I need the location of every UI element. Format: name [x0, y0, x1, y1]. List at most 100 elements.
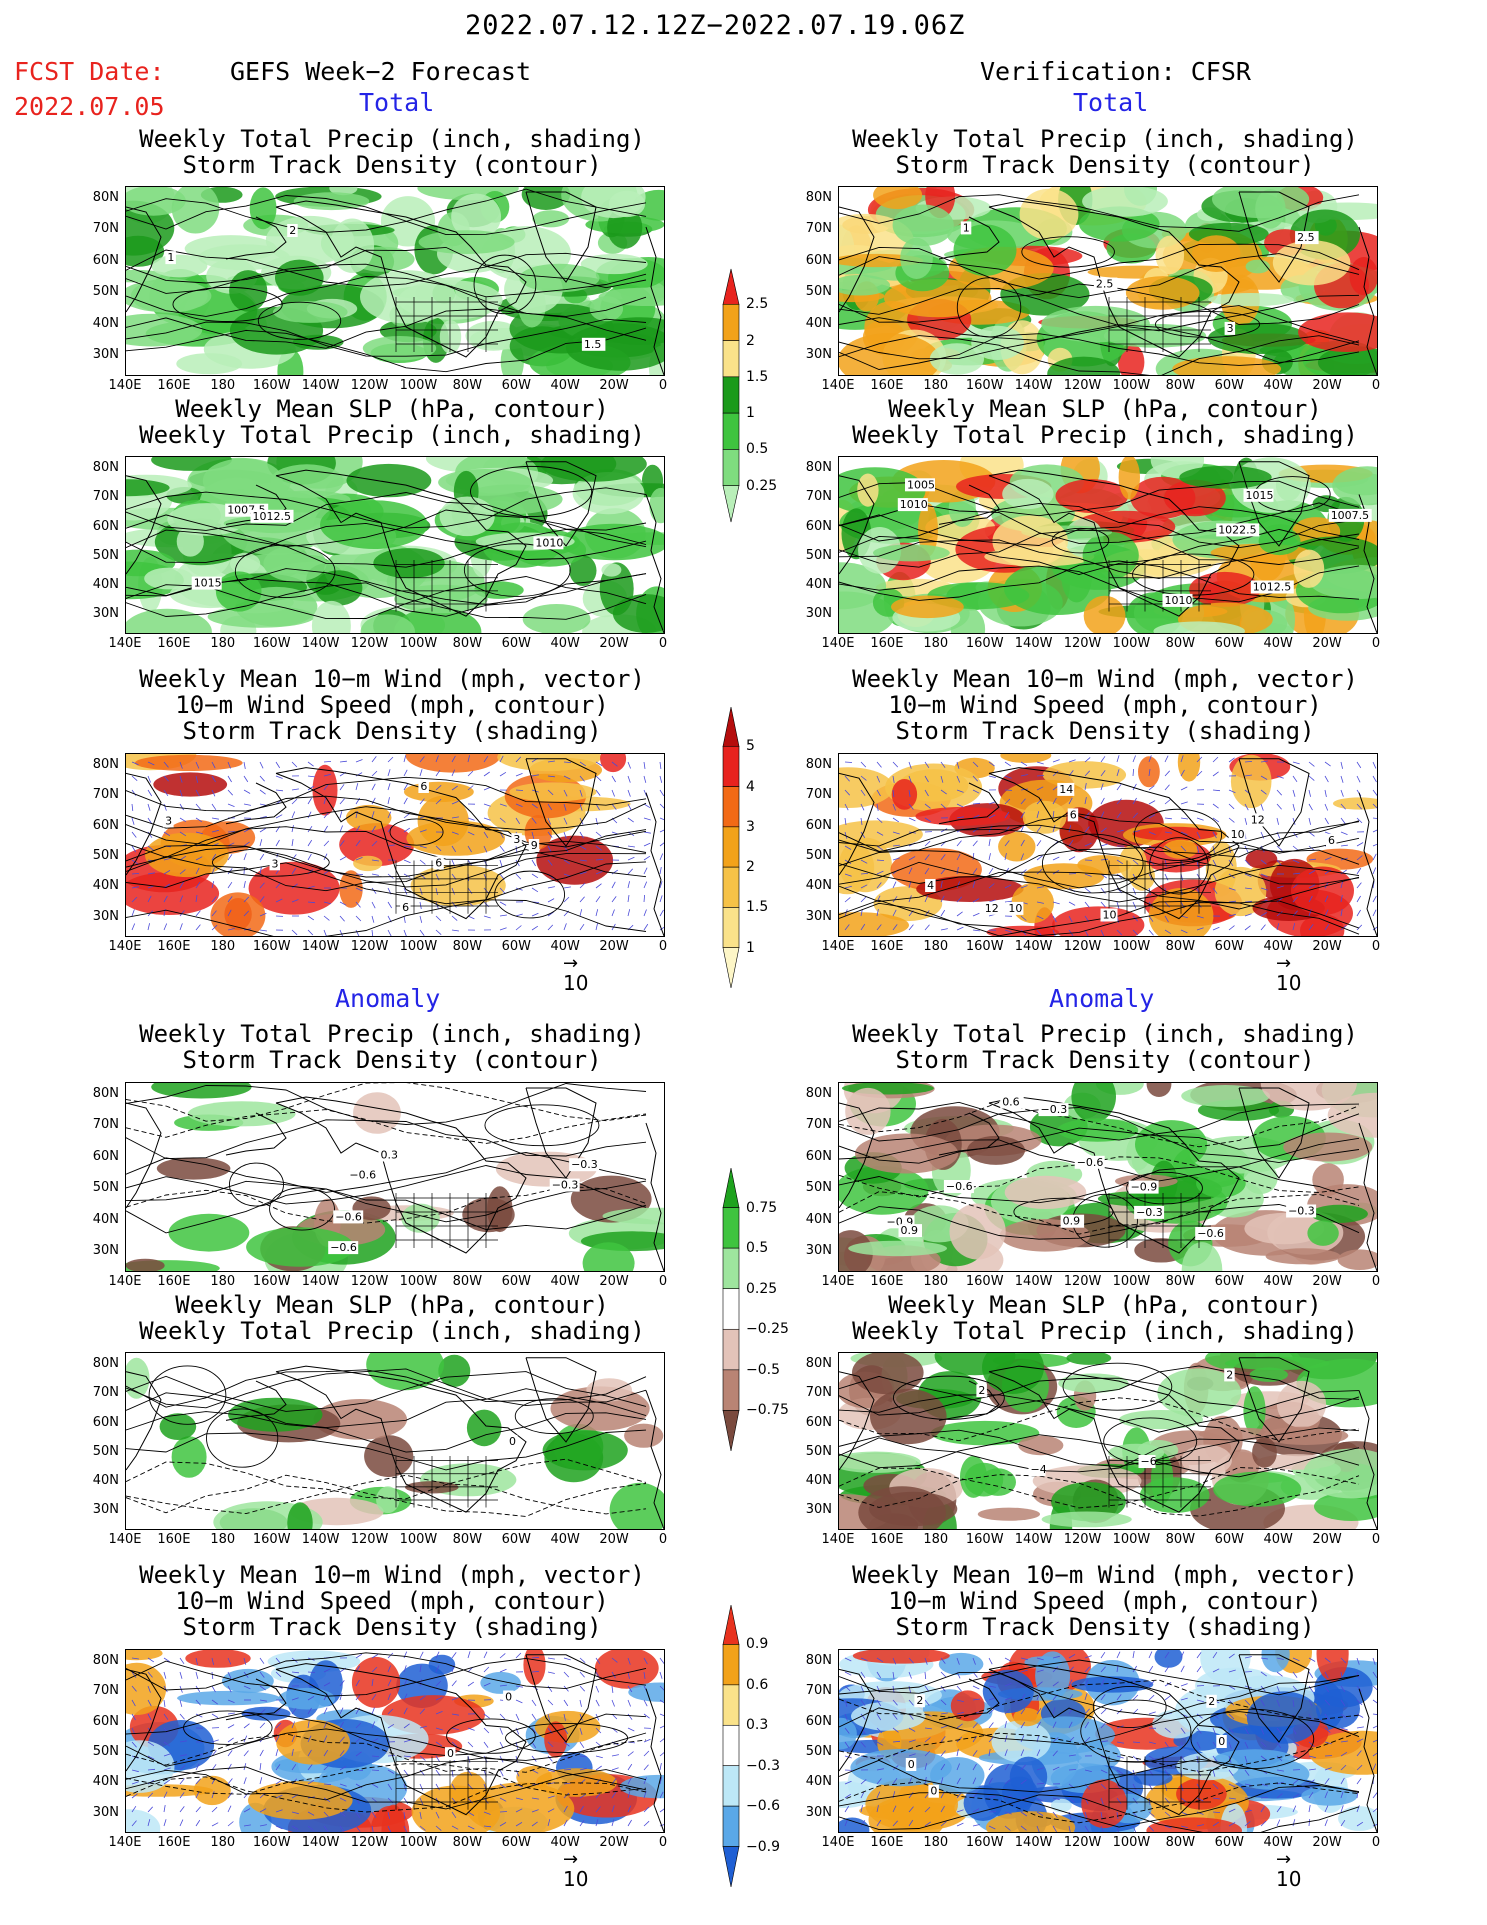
- lon-tick-label: 120W: [1063, 378, 1102, 393]
- panel-title-line: Storm Track Density (shading): [895, 1613, 1315, 1641]
- lon-tick-label: 60W: [501, 1274, 531, 1289]
- lon-tick-label: 60W: [1214, 378, 1244, 393]
- lon-tick-label: 20W: [1312, 1532, 1342, 1547]
- map-svg: 1010 1005 1007.5 1015 1010 1012.5 1022.5: [839, 457, 1377, 633]
- map-panel-left-slp_precip-anom: 0: [125, 1352, 665, 1530]
- contour-label: 1015: [1246, 489, 1274, 502]
- lat-tick-label: 60N: [92, 252, 119, 268]
- lon-tick-label: 140W: [301, 939, 340, 954]
- panel-title-line: Weekly Total Precip (inch, shading): [139, 1020, 645, 1048]
- colorbar-swatch: [722, 1846, 740, 1888]
- contour-label-bg: [1134, 1205, 1165, 1219]
- contour-label-bg: [914, 1694, 925, 1708]
- lon-tick-label: 160W: [965, 1274, 1004, 1289]
- state-borders: [395, 860, 498, 914]
- lon-tick-label: 80W: [1165, 1532, 1196, 1547]
- lon-tick-label: 0: [1371, 1274, 1381, 1289]
- map-svg: −0.3 −0.6 −0.6 −0.3 0.3 −0.6: [126, 1083, 664, 1271]
- contour-label: 12: [985, 902, 999, 915]
- panel-title-line: Weekly Total Precip (inch, shading): [852, 1020, 1358, 1048]
- contour-label-bg: [1100, 908, 1118, 922]
- contour-label: −0.6: [330, 1241, 357, 1254]
- state-borders: [1108, 1756, 1211, 1810]
- lat-tick-label: 60N: [805, 1414, 832, 1430]
- contour-label: 9: [531, 839, 538, 852]
- lon-tick-label: 60W: [501, 1532, 531, 1547]
- lon-tick-label: 80W: [1165, 1835, 1196, 1850]
- lat-tick-label: 80N: [805, 190, 832, 205]
- lon-tick-label: 80W: [452, 939, 483, 954]
- contour-label: 10: [1231, 828, 1245, 841]
- lon-tick-label: 160E: [870, 636, 904, 651]
- panel-title-line: Weekly Mean SLP (hPa, contour): [175, 395, 609, 423]
- lat-tick-label: 60N: [92, 817, 119, 833]
- contour-label-bg: [533, 536, 564, 550]
- contour-label: 3: [165, 814, 172, 827]
- colorbar-label: 2: [746, 332, 755, 349]
- lon-tick-label: 60W: [1214, 1532, 1244, 1547]
- colorbar-label: 0.3: [746, 1717, 769, 1734]
- lon-tick-label: 100W: [399, 636, 438, 651]
- vector-reference-value: 10: [563, 971, 589, 995]
- contour-label-bg: [191, 576, 222, 590]
- lat-tick-label: 60N: [92, 1713, 119, 1729]
- map-panel-right-slp_precip-anom: 2 −6 −4 2: [838, 1352, 1378, 1530]
- field-shading: [839, 187, 1377, 375]
- colorbar-precip_total: [722, 268, 740, 528]
- contour-label-bg: [1248, 813, 1266, 827]
- contour-label: −0.6: [335, 1210, 362, 1223]
- lon-tick-label: 0: [1371, 1532, 1381, 1547]
- lon-tick-label: 80W: [452, 1532, 483, 1547]
- lon-tick-label: 0: [658, 378, 668, 393]
- colorbar-label: −0.25: [746, 1321, 789, 1338]
- lon-tick-label: 140E: [821, 636, 855, 651]
- panel-title-line: Weekly Total Precip (inch, shading): [852, 421, 1358, 449]
- lat-tick-label: 30N: [805, 606, 832, 622]
- panel-title-line: Weekly Mean SLP (hPa, contour): [175, 1291, 609, 1319]
- map-svg: 00: [126, 1650, 664, 1832]
- lat-tick-label: 70N: [92, 1117, 119, 1133]
- colorbar-label: 1: [746, 939, 755, 956]
- lon-tick-label: 80W: [1165, 378, 1196, 393]
- contour-label-bg: [165, 251, 176, 265]
- lon-tick-label: 160E: [157, 1835, 191, 1850]
- contour-label-bg: [960, 221, 972, 235]
- lon-tick-label: 160W: [965, 378, 1004, 393]
- lat-tick-label: 70N: [805, 489, 832, 505]
- contour-label-bg: [1295, 231, 1319, 245]
- lon-tick-label: 40W: [1263, 378, 1293, 393]
- contour-label: 1010: [535, 536, 563, 549]
- contour-lines: [839, 1659, 1360, 1832]
- lon-tick-label: 180: [923, 1274, 949, 1289]
- contour-label-bg: [1028, 1463, 1046, 1477]
- colorbar-swatch: [722, 303, 740, 341]
- contour-label-bg: [1057, 782, 1075, 796]
- contour-label-bg: [1006, 901, 1024, 915]
- contour-label: 6: [402, 901, 409, 914]
- lon-tick-label: 60W: [1214, 1274, 1244, 1289]
- contour-label: −6: [1141, 1455, 1157, 1468]
- panel-title-line: Weekly Mean SLP (hPa, contour): [888, 395, 1322, 423]
- contour-label-bg: [1093, 277, 1118, 291]
- fcst-date-value: 2022.07.05: [14, 92, 165, 121]
- lon-tick-label: 160W: [252, 378, 291, 393]
- lon-tick-label: 160E: [870, 939, 904, 954]
- lat-tick-label: 40N: [92, 1211, 119, 1227]
- contour-label-bg: [1128, 1180, 1159, 1194]
- vector-reference: → 10: [1276, 1851, 1301, 1892]
- colorbar-label: 0.25: [746, 477, 778, 494]
- lat-tick-label: 30N: [805, 347, 832, 363]
- lat-tick-label: 30N: [92, 606, 119, 622]
- contour-label-bg: [1224, 321, 1236, 335]
- contour-label-bg: [1206, 1694, 1217, 1708]
- reference-arrow-icon: →: [563, 1849, 579, 1870]
- colorbar-swatch: [722, 1328, 740, 1371]
- map-panel-right-wind_storm-total: 10 12 10 4 6 6 14 12 10: [838, 753, 1378, 937]
- contour-label: 6: [435, 857, 442, 870]
- contour-label-bg: [511, 833, 522, 847]
- contour-label-bg: [1243, 488, 1274, 502]
- colorbar-storm_anom: [722, 1604, 740, 1893]
- lat-tick-label: 70N: [805, 1683, 832, 1699]
- lat-tick-label: 60N: [92, 1414, 119, 1430]
